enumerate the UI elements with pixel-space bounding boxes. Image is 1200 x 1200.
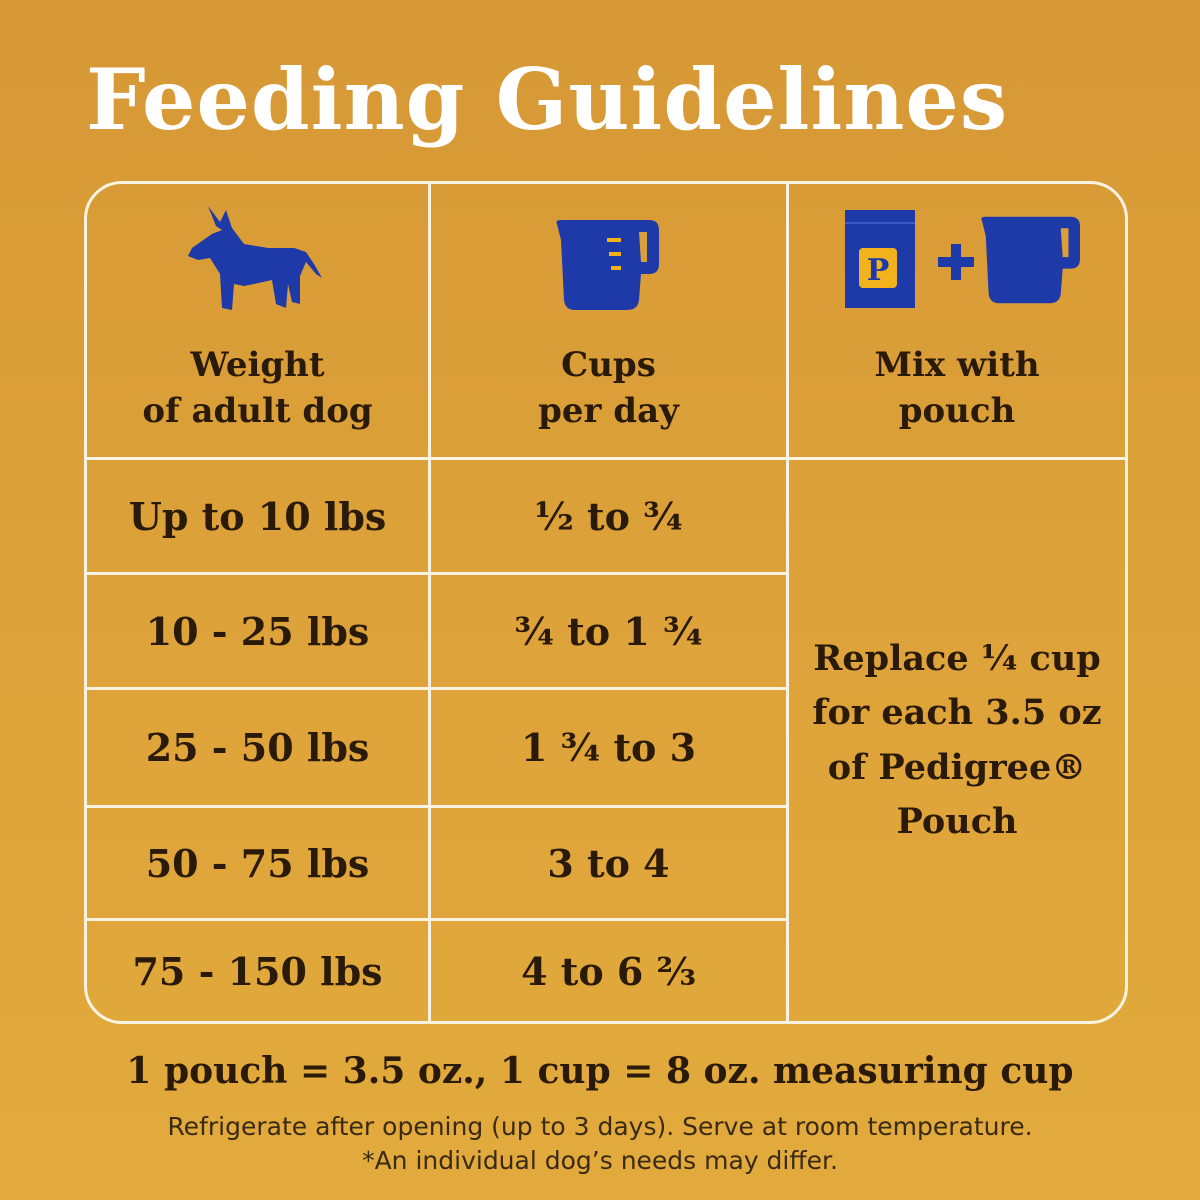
cups-cell: 4 to 6 ⅔	[521, 948, 696, 994]
disclaimer-note: *An individual dog’s needs may differ.	[362, 1146, 838, 1175]
row-divider	[87, 687, 788, 690]
row-divider	[87, 572, 788, 575]
column-divider	[428, 184, 431, 1021]
pouch-icon: P	[845, 210, 915, 308]
header-label: per day	[538, 391, 679, 431]
measuring-cup-icon	[981, 216, 1080, 304]
pouch-letter: P	[867, 253, 890, 288]
header-cups: Cups per day	[431, 334, 786, 444]
measuring-cup-icon	[556, 220, 659, 310]
header-divider	[87, 457, 1125, 460]
conversion-note: 1 pouch = 3.5 oz., 1 cup = 8 oz. measuri…	[126, 1050, 1074, 1092]
header-label: of adult dog	[142, 391, 373, 431]
row-divider	[87, 805, 788, 808]
mix-line: Replace ¼ cup	[813, 638, 1101, 679]
header-weight: Weight of adult dog	[87, 334, 428, 444]
row-divider	[87, 918, 788, 921]
weight-cell: 50 - 75 lbs	[145, 840, 370, 886]
storage-note: Refrigerate after opening (up to 3 days)…	[167, 1112, 1033, 1141]
header-label: pouch	[898, 391, 1016, 431]
mix-line: of Pedigree®	[827, 746, 1087, 788]
mix-instructions: Replace ¼ cup for each 3.5 oz of Pedigre…	[789, 460, 1125, 1021]
cups-cell: ½ to ¾	[534, 493, 683, 539]
cups-cell: 1 ¾ to 3	[520, 725, 697, 770]
cups-cell: ¾ to 1 ¾	[514, 608, 703, 654]
cups-cell: 3 to 4	[547, 840, 670, 886]
column-divider	[786, 184, 789, 1021]
dog-icon	[188, 206, 322, 310]
header-label: Cups	[561, 345, 656, 386]
weight-cell: 75 - 150 lbs	[132, 948, 383, 994]
weight-cell: Up to 10 lbs	[128, 493, 387, 539]
page-title: Feeding Guidelines	[86, 50, 1009, 149]
header-mix: Mix with pouch	[789, 334, 1125, 444]
mix-line: Pouch	[896, 800, 1018, 842]
header-label: Mix with	[874, 345, 1040, 386]
plus-icon	[938, 244, 974, 280]
weight-cell: 10 - 25 lbs	[145, 608, 370, 654]
header-label: Weight	[190, 345, 325, 386]
mix-line: for each 3.5 oz	[812, 692, 1102, 734]
feeding-table: Weight of adult dog Cups per day P Mix w…	[84, 181, 1128, 1024]
weight-cell: 25 - 50 lbs	[145, 725, 370, 770]
